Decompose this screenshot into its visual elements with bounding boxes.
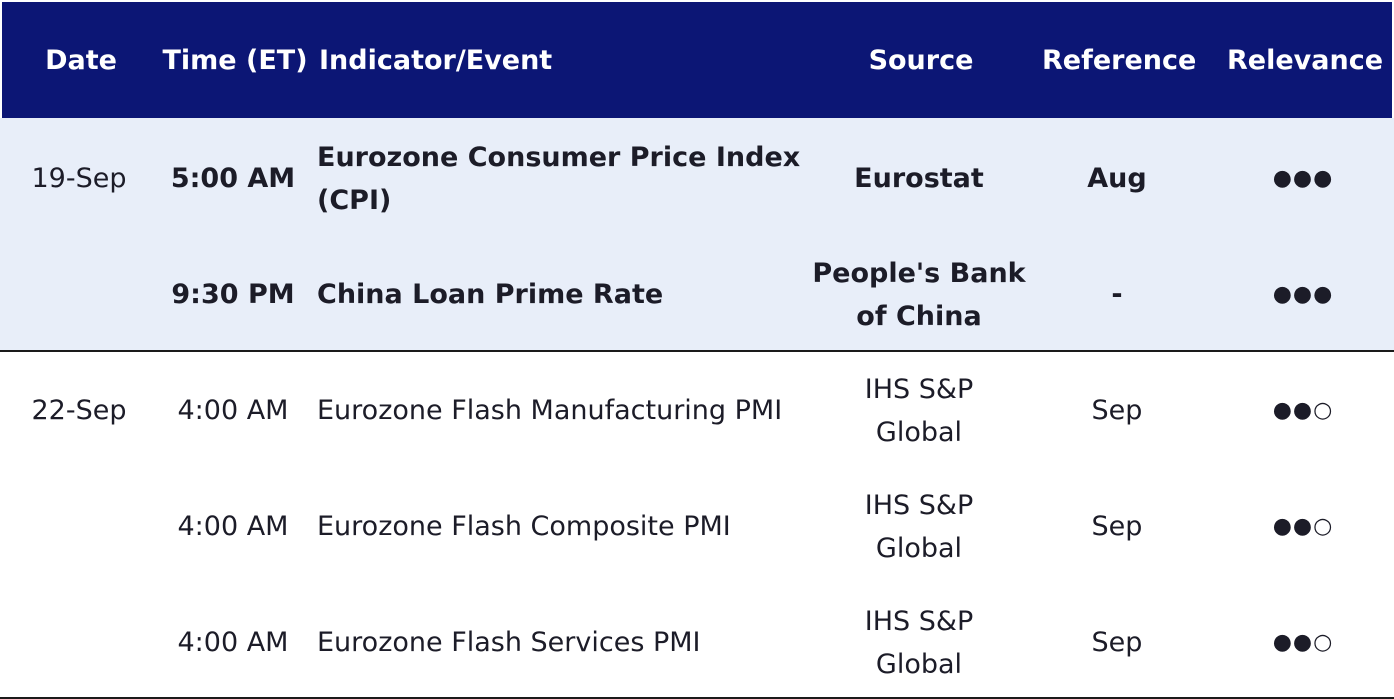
row-time: 4:00 AM [177, 395, 289, 426]
indicator-line: Eurozone Consumer Price Index [317, 142, 801, 173]
indicator-line: (CPI) [317, 185, 392, 216]
header-source: Source [868, 45, 974, 76]
row-source: IHS S&P Global [812, 600, 1026, 686]
row-source: IHS S&P Global [812, 368, 1026, 454]
row-source: Eurostat [854, 163, 984, 194]
source-line: IHS S&P [864, 606, 974, 637]
source-line: IHS S&P [864, 490, 974, 521]
source-line: Global [875, 533, 963, 564]
source-line: IHS S&P [864, 374, 974, 405]
relevance-indicator: ●●○ [1272, 514, 1334, 539]
relevance-indicator: ●●● [1272, 166, 1334, 191]
row-time: 9:30 PM [171, 279, 295, 310]
table-row: 4:00 AM Eurozone Flash Services PMI IHS … [0, 600, 1394, 686]
date-group: 19-Sep 5:00 AM Eurozone Consumer Price I… [0, 118, 1394, 352]
header-indicator: Indicator/Event [319, 45, 553, 76]
row-reference: Sep [1091, 395, 1143, 426]
relevance-indicator: ●●○ [1272, 398, 1334, 423]
row-date: 19-Sep [31, 163, 127, 194]
row-reference: - [1111, 279, 1123, 310]
relevance-indicator: ●●● [1272, 282, 1334, 307]
row-indicator: China Loan Prime Rate [317, 279, 664, 310]
row-time: 4:00 AM [177, 627, 289, 658]
row-indicator: Eurozone Flash Manufacturing PMI [317, 395, 783, 426]
header-time: Time (ET) [162, 45, 308, 76]
row-source: IHS S&P Global [812, 484, 1026, 570]
row-indicator: Eurozone Flash Services PMI [317, 627, 701, 658]
source-line: Global [875, 417, 963, 448]
row-source: People's Bank of China [812, 252, 1026, 338]
row-reference: Sep [1091, 511, 1143, 542]
row-reference: Aug [1087, 163, 1147, 194]
header-relevance: Relevance [1226, 45, 1384, 76]
row-indicator: Eurozone Consumer Price Index (CPI) [317, 136, 817, 222]
row-time: 5:00 AM [170, 163, 296, 194]
row-time: 4:00 AM [177, 511, 289, 542]
source-line: Global [875, 649, 963, 680]
header-reference: Reference [1042, 45, 1197, 76]
source-line: People's Bank [812, 258, 1026, 289]
source-line: of China [856, 301, 982, 332]
table-row: 19-Sep 5:00 AM Eurozone Consumer Price I… [0, 136, 1394, 222]
row-indicator: Eurozone Flash Composite PMI [317, 511, 731, 542]
date-group: 22-Sep 4:00 AM Eurozone Flash Manufactur… [0, 352, 1394, 699]
table-header: Date Time (ET) Indicator/Event Source Re… [2, 2, 1392, 118]
header-date: Date [45, 45, 117, 76]
row-date: 22-Sep [31, 395, 127, 426]
table-row: 4:00 AM Eurozone Flash Composite PMI IHS… [0, 484, 1394, 570]
table-row: 9:30 PM China Loan Prime Rate People's B… [0, 252, 1394, 338]
row-reference: Sep [1091, 627, 1143, 658]
table-row: 22-Sep 4:00 AM Eurozone Flash Manufactur… [0, 368, 1394, 454]
relevance-indicator: ●●○ [1272, 630, 1334, 655]
